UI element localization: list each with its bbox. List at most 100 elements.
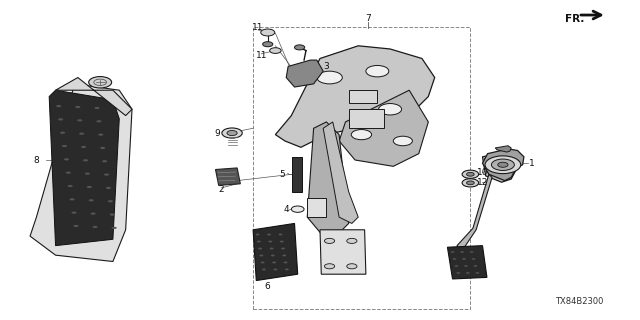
Ellipse shape xyxy=(111,227,116,229)
Ellipse shape xyxy=(258,248,262,250)
Ellipse shape xyxy=(267,234,271,236)
Polygon shape xyxy=(286,60,323,87)
Polygon shape xyxy=(253,223,298,281)
Ellipse shape xyxy=(72,212,77,214)
Text: 11: 11 xyxy=(255,51,267,60)
Ellipse shape xyxy=(451,251,454,253)
Ellipse shape xyxy=(498,162,508,167)
Text: 2: 2 xyxy=(218,185,224,194)
Polygon shape xyxy=(320,230,366,274)
Ellipse shape xyxy=(317,71,342,84)
Ellipse shape xyxy=(284,261,287,263)
Ellipse shape xyxy=(269,48,281,53)
Ellipse shape xyxy=(273,268,277,270)
Ellipse shape xyxy=(394,136,412,146)
Ellipse shape xyxy=(89,199,94,201)
Ellipse shape xyxy=(79,132,84,135)
Ellipse shape xyxy=(102,160,107,162)
Ellipse shape xyxy=(269,248,273,250)
Ellipse shape xyxy=(81,146,86,148)
Ellipse shape xyxy=(85,172,90,175)
Text: 3: 3 xyxy=(323,62,329,71)
Ellipse shape xyxy=(462,179,479,187)
Ellipse shape xyxy=(222,128,243,138)
Ellipse shape xyxy=(324,264,335,269)
Ellipse shape xyxy=(460,251,464,253)
Text: 7: 7 xyxy=(365,14,371,23)
Ellipse shape xyxy=(462,170,479,178)
Ellipse shape xyxy=(260,29,275,36)
Ellipse shape xyxy=(379,104,401,115)
Text: 11: 11 xyxy=(252,23,264,32)
Ellipse shape xyxy=(272,261,276,263)
Ellipse shape xyxy=(109,213,115,216)
Ellipse shape xyxy=(492,159,515,171)
Ellipse shape xyxy=(70,198,75,200)
Ellipse shape xyxy=(366,66,389,77)
Ellipse shape xyxy=(268,241,272,243)
Ellipse shape xyxy=(60,132,65,134)
Ellipse shape xyxy=(76,106,81,108)
Ellipse shape xyxy=(271,254,275,256)
Ellipse shape xyxy=(456,272,460,274)
Ellipse shape xyxy=(99,133,103,136)
Ellipse shape xyxy=(64,158,69,160)
Ellipse shape xyxy=(462,258,466,260)
Polygon shape xyxy=(483,152,518,182)
Ellipse shape xyxy=(257,241,260,243)
Polygon shape xyxy=(49,90,119,246)
Ellipse shape xyxy=(347,264,357,269)
Ellipse shape xyxy=(464,265,468,267)
Ellipse shape xyxy=(291,206,304,212)
Ellipse shape xyxy=(281,248,285,250)
Ellipse shape xyxy=(66,172,71,174)
Ellipse shape xyxy=(255,234,259,236)
Polygon shape xyxy=(56,77,132,116)
Text: 9: 9 xyxy=(214,129,220,138)
Text: FR.: FR. xyxy=(565,14,585,24)
Polygon shape xyxy=(323,122,358,223)
Ellipse shape xyxy=(351,130,372,140)
Text: 8: 8 xyxy=(33,156,39,164)
Ellipse shape xyxy=(87,186,92,188)
Ellipse shape xyxy=(260,261,264,263)
Ellipse shape xyxy=(294,45,305,50)
Ellipse shape xyxy=(58,118,63,121)
Ellipse shape xyxy=(100,147,105,149)
Text: 5: 5 xyxy=(279,170,285,179)
Ellipse shape xyxy=(466,272,470,274)
Polygon shape xyxy=(483,149,524,180)
Ellipse shape xyxy=(74,225,79,227)
Polygon shape xyxy=(457,174,492,249)
Ellipse shape xyxy=(93,226,98,228)
Ellipse shape xyxy=(485,156,521,174)
Polygon shape xyxy=(307,198,326,217)
Ellipse shape xyxy=(467,181,474,185)
Ellipse shape xyxy=(77,119,83,122)
Ellipse shape xyxy=(262,42,273,47)
Ellipse shape xyxy=(454,265,458,267)
Text: 6: 6 xyxy=(265,282,271,292)
Ellipse shape xyxy=(474,265,477,267)
Ellipse shape xyxy=(95,107,100,109)
Ellipse shape xyxy=(83,159,88,161)
Ellipse shape xyxy=(104,173,109,176)
Ellipse shape xyxy=(470,251,474,253)
Polygon shape xyxy=(495,146,511,152)
Ellipse shape xyxy=(68,185,73,187)
Ellipse shape xyxy=(91,212,96,215)
Ellipse shape xyxy=(259,254,263,256)
Text: 10: 10 xyxy=(477,168,488,177)
Ellipse shape xyxy=(285,268,289,270)
Ellipse shape xyxy=(452,258,456,260)
Ellipse shape xyxy=(56,105,61,107)
Polygon shape xyxy=(447,246,487,279)
Polygon shape xyxy=(339,90,428,166)
Ellipse shape xyxy=(262,268,266,270)
Text: 4: 4 xyxy=(284,205,289,214)
Ellipse shape xyxy=(62,145,67,147)
Polygon shape xyxy=(216,168,241,185)
Polygon shape xyxy=(30,84,132,261)
Ellipse shape xyxy=(108,200,113,202)
Polygon shape xyxy=(307,122,349,236)
